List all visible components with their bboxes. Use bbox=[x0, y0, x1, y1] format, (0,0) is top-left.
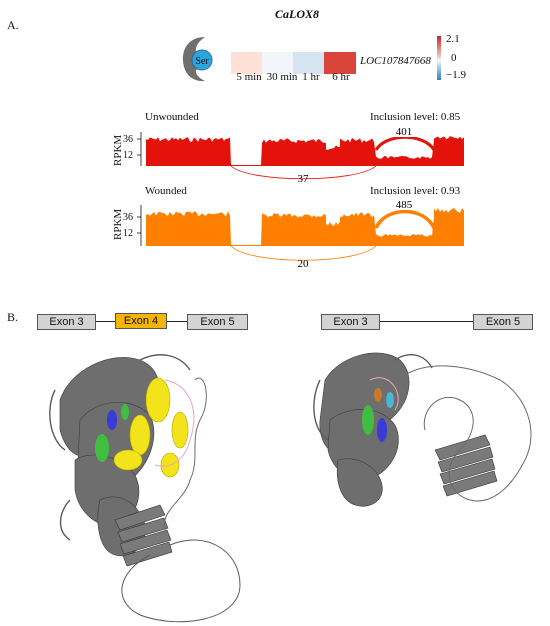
junction-upper-bg-wounded bbox=[392, 200, 416, 210]
enzyme-label: Ser bbox=[195, 56, 209, 67]
junction-lower-count-unwounded: 37 bbox=[298, 173, 310, 185]
inclusion-junction-arc-wounded bbox=[374, 209, 436, 229]
timepoint-label-5min: 5 min bbox=[236, 71, 262, 83]
junction-upper-count-unwounded: 401 bbox=[396, 126, 413, 138]
exon-5-right: Exon 5 bbox=[473, 314, 533, 330]
exon-5-left: Exon 5 bbox=[187, 314, 248, 330]
active-site-loops bbox=[154, 379, 195, 467]
heatmap-cell-1hr bbox=[293, 52, 324, 74]
tick-12-unwounded: 12 bbox=[123, 150, 133, 161]
disordered-loop-right bbox=[404, 365, 532, 502]
heatmap-cell-5min bbox=[231, 52, 262, 74]
scale-min-label: −1.9 bbox=[446, 69, 466, 81]
tick-36-unwounded: 36 bbox=[123, 134, 133, 145]
tick-12-wounded: 12 bbox=[123, 228, 133, 239]
expression-heatmap bbox=[231, 52, 356, 74]
panel-b-label: B. bbox=[7, 310, 19, 324]
beta-sandwich-right bbox=[434, 434, 498, 497]
enzyme-icon: Ser bbox=[182, 37, 213, 82]
track-condition-wounded: Wounded bbox=[145, 185, 187, 197]
inclusion-junction-arc-unwounded bbox=[374, 135, 436, 151]
exon-3-left: Exon 3 bbox=[37, 314, 96, 330]
protein-structure-with-exon4 bbox=[49, 354, 241, 623]
disordered-loop-left bbox=[121, 539, 241, 623]
coverage-area-unwounded bbox=[146, 136, 464, 166]
skip-junction-arc-unwounded bbox=[230, 165, 377, 180]
inclusion-level-unwounded: Inclusion level: 0.85 bbox=[370, 111, 461, 123]
junction-upper-count-wounded: 485 bbox=[396, 199, 413, 211]
intron-line-right bbox=[380, 321, 473, 322]
junction-lower-count-wounded: 20 bbox=[298, 258, 310, 270]
locus-label: LOC107847668 bbox=[360, 55, 431, 67]
scale-max-label: 2.1 bbox=[446, 33, 460, 45]
timepoint-label-30min: 30 min bbox=[266, 71, 298, 83]
exon-3-right: Exon 3 bbox=[321, 314, 380, 330]
active-site-helices-right bbox=[362, 388, 394, 442]
active-site-helices bbox=[95, 404, 129, 462]
track-condition-unwounded: Unwounded bbox=[145, 111, 199, 123]
timepoint-label-1hr: 1 hr bbox=[302, 71, 320, 83]
skip-junction-arc-wounded bbox=[230, 245, 377, 261]
panel-a-label: A. bbox=[7, 18, 19, 32]
gene-title: CaLOX8 bbox=[275, 7, 320, 21]
color-scale-bar bbox=[437, 36, 441, 80]
coverage-track-unwounded: 401 37 bbox=[137, 126, 464, 185]
junction-upper-bg-unwounded bbox=[392, 127, 416, 137]
active-site-loops-right bbox=[369, 377, 399, 411]
inclusion-level-wounded: Inclusion level: 0.93 bbox=[370, 185, 461, 197]
timepoint-label-6hr: 6 hr bbox=[332, 71, 350, 83]
tick-36-wounded: 36 bbox=[123, 212, 133, 223]
scale-mid-label: 0 bbox=[451, 52, 457, 64]
exon-4-left: Exon 4 bbox=[115, 313, 167, 329]
heatmap-cell-6hr bbox=[324, 52, 356, 74]
heatmap-cell-30min bbox=[262, 52, 293, 74]
coverage-area-wounded bbox=[146, 208, 464, 246]
coverage-track-wounded: 485 20 bbox=[137, 199, 464, 270]
protein-structure-without-exon4 bbox=[313, 352, 532, 507]
